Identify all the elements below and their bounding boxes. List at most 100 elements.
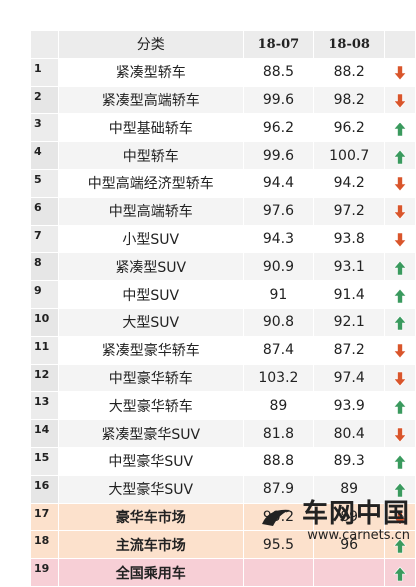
row-value-1808: 88.2	[313, 57, 386, 87]
arrow-up-icon	[393, 482, 407, 498]
row-category: 中型轿车	[57, 141, 244, 170]
table-row: 12 中型豪华轿车 103.2 97.4	[30, 363, 416, 393]
arrow-up-icon	[393, 566, 407, 582]
watermark-url: www.carnets.cn	[307, 528, 410, 543]
arrow-up-icon	[393, 260, 407, 276]
row-trend	[384, 502, 416, 532]
row-index: 18	[30, 530, 59, 560]
row-value-1807: 81.8	[242, 419, 315, 448]
row-category: 中型高端轿车	[57, 196, 244, 226]
row-index: 8	[30, 252, 59, 282]
row-index: 19	[30, 558, 59, 587]
table-row: 3 中型基础轿车 96.2 96.2	[30, 113, 416, 143]
table-header-row: 分类 18-07 18-08	[30, 30, 416, 59]
row-index: 1	[30, 57, 59, 87]
row-value-1808: 100.7	[313, 141, 386, 170]
row-value-1808: 89.3	[313, 446, 386, 476]
row-trend	[384, 113, 416, 143]
row-category: 大型豪华SUV	[57, 474, 244, 504]
row-trend	[384, 419, 416, 448]
row-index: 16	[30, 474, 59, 504]
row-category: 紧凑型豪华轿车	[57, 335, 244, 365]
row-value-1808: 97.2	[313, 196, 386, 226]
row-value-1807: 99.6	[242, 141, 315, 170]
row-value-1808: 92.1	[313, 307, 386, 337]
row-index: 15	[30, 446, 59, 476]
row-category: 中型SUV	[57, 280, 244, 309]
row-category: 小型SUV	[57, 224, 244, 254]
arrow-down-icon	[393, 510, 407, 526]
row-value-1807: 88.8	[242, 446, 315, 476]
comparison-table: 分类 18-07 18-08 1 紧凑型轿车 88.5 88.2 2 紧凑型高端轿车 99.…	[30, 30, 416, 587]
row-trend	[384, 307, 416, 337]
row-index: 5	[30, 168, 59, 198]
watermark: 车网中国 www.carnets.cn	[259, 493, 410, 543]
row-value-1807: 94.3	[242, 224, 315, 254]
row-value-1807: 87.4	[242, 335, 315, 365]
row-value-1807: 88.5	[242, 57, 315, 87]
arrow-up-icon	[393, 121, 407, 137]
table-row: 5 中型高端经济型轿车 94.4 94.2	[30, 168, 416, 198]
row-value-1807: 103.2	[242, 363, 315, 393]
logo-mark-icon	[259, 504, 293, 530]
row-trend	[384, 57, 416, 87]
row-category: 中型高端经济型轿车	[57, 168, 244, 198]
row-category: 紧凑型高端轿车	[57, 85, 244, 115]
arrow-down-icon	[393, 65, 407, 81]
row-trend	[384, 196, 416, 226]
row-value-1808: 93.9	[313, 391, 386, 421]
table-row: 6 中型高端轿车 97.6 97.2	[30, 196, 416, 226]
header-index	[30, 30, 59, 59]
row-index: 11	[30, 335, 59, 365]
row-value-1808	[313, 558, 386, 587]
row-value-1807: 89	[242, 391, 315, 421]
row-category: 豪华车市场	[57, 502, 244, 532]
row-category: 全国乘用车	[57, 558, 244, 587]
row-trend	[384, 391, 416, 421]
table-row: 10 大型SUV 90.8 92.1	[30, 307, 416, 337]
row-category: 主流车市场	[57, 530, 244, 560]
table-row: 7 小型SUV 94.3 93.8	[30, 224, 416, 254]
table-row: 8 紧凑型SUV 90.9 93.1	[30, 252, 416, 282]
arrow-up-icon	[393, 149, 407, 165]
row-value-1807	[242, 558, 315, 587]
row-index: 9	[30, 280, 59, 309]
row-value-1807: 91	[242, 280, 315, 309]
table-row: 14 紧凑型豪华SUV 81.8 80.4	[30, 419, 416, 448]
header-trend	[384, 30, 416, 59]
table-row: 15 中型豪华SUV 88.8 89.3	[30, 446, 416, 476]
arrow-down-icon	[393, 232, 407, 248]
row-category: 大型豪华轿车	[57, 391, 244, 421]
row-trend	[384, 558, 416, 587]
row-trend	[384, 252, 416, 282]
row-category: 紧凑型豪华SUV	[57, 419, 244, 448]
row-value-1807: 94.4	[242, 168, 315, 198]
row-value-1808: 93.1	[313, 252, 386, 282]
arrow-down-icon	[393, 204, 407, 220]
row-index: 12	[30, 363, 59, 393]
arrow-up-icon	[393, 399, 407, 415]
row-value-1807: 99.6	[242, 85, 315, 115]
row-trend	[384, 224, 416, 254]
row-index: 3	[30, 113, 59, 143]
row-trend	[384, 335, 416, 365]
header-category: 分类	[57, 30, 244, 59]
header-col-1808: 18-08	[313, 30, 386, 59]
arrow-up-icon	[393, 288, 407, 304]
row-index: 17	[30, 502, 59, 532]
row-value-1808: 98.2	[313, 85, 386, 115]
table-row: 4 中型轿车 99.6 100.7	[30, 141, 416, 170]
row-value-1808: 94.2	[313, 168, 386, 198]
row-value-1808: 96.2	[313, 113, 386, 143]
row-trend	[384, 446, 416, 476]
table-row: 1 紧凑型轿车 88.5 88.2	[30, 57, 416, 87]
table-row: 13 大型豪华轿车 89 93.9	[30, 391, 416, 421]
row-category: 大型SUV	[57, 307, 244, 337]
row-value-1807: 90.8	[242, 307, 315, 337]
row-value-1808: 93.8	[313, 224, 386, 254]
row-index: 2	[30, 85, 59, 115]
row-category: 中型基础轿车	[57, 113, 244, 143]
arrow-up-icon	[393, 454, 407, 470]
row-value-1808: 80.4	[313, 419, 386, 448]
row-value-1807: 90.9	[242, 252, 315, 282]
